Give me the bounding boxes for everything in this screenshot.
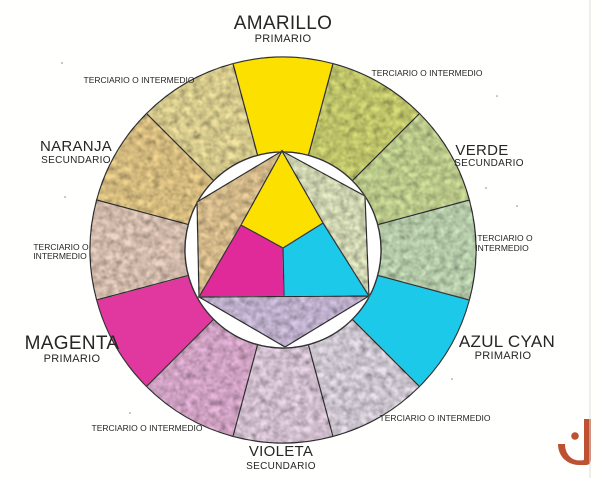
svg-text:VIOLETA: VIOLETA [249,443,313,460]
svg-text:SECUNDARIO: SECUNDARIO [454,158,524,169]
svg-text:TERCIARIO O INTERMEDIO: TERCIARIO O INTERMEDIO [92,423,203,433]
svg-text:PRIMARIO: PRIMARIO [44,353,101,365]
svg-text:PRIMARIO: PRIMARIO [475,350,532,362]
svg-text:INTERMEDIO: INTERMEDIO [33,251,87,261]
svg-text:TERCIARIO O INTERMEDIO: TERCIARIO O INTERMEDIO [380,413,491,423]
svg-text:TERCIARIO O INTERMEDIO: TERCIARIO O INTERMEDIO [372,68,483,78]
svg-text:PRIMARIO: PRIMARIO [255,33,312,45]
svg-text:TERCIARIO O: TERCIARIO O [477,233,533,243]
svg-text:AZUL CYAN: AZUL CYAN [459,332,555,351]
svg-text:TERCIARIO O INTERMEDIO: TERCIARIO O INTERMEDIO [84,75,195,85]
svg-text:INTERMEDIO: INTERMEDIO [475,243,529,253]
svg-text:NARANJA: NARANJA [40,138,112,155]
svg-text:VERDE: VERDE [455,142,508,159]
svg-text:SECUNDARIO: SECUNDARIO [41,155,111,166]
svg-text:SECUNDARIO: SECUNDARIO [246,461,316,472]
svg-text:AMARILLO: AMARILLO [234,13,333,34]
svg-text:MAGENTA: MAGENTA [25,333,120,354]
